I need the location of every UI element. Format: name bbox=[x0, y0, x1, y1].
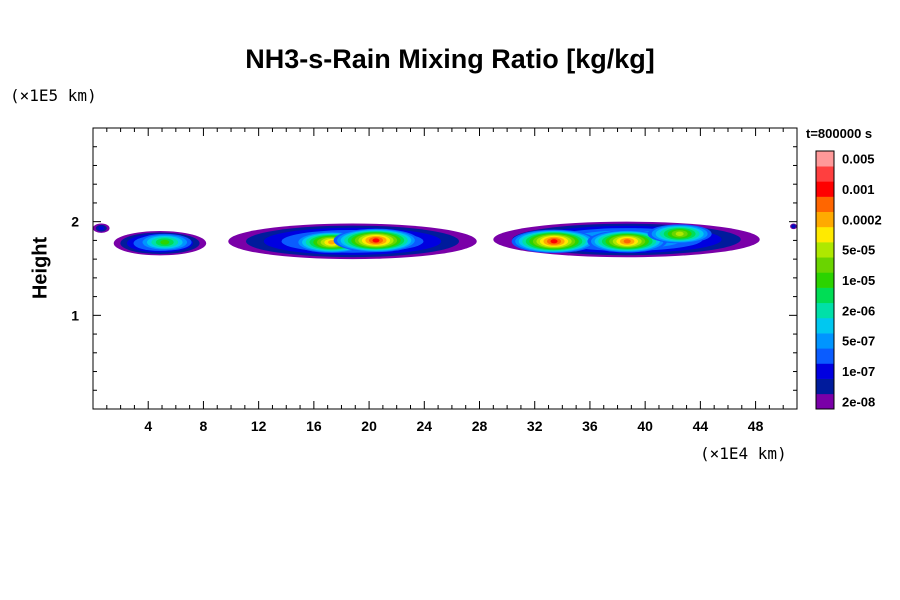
x-tick-label: 40 bbox=[637, 418, 653, 434]
colorbar-swatch bbox=[816, 348, 834, 364]
colorbar-swatch bbox=[816, 257, 834, 273]
colorbar-swatch bbox=[816, 317, 834, 334]
field-contour-26 bbox=[792, 225, 795, 228]
colorbar-swatch bbox=[816, 393, 834, 410]
field-contour-2 bbox=[98, 226, 105, 231]
colorbar-label: 1e-07 bbox=[842, 364, 875, 379]
colorbar-label: 0.001 bbox=[842, 182, 875, 197]
colorbar-swatch bbox=[816, 226, 834, 243]
colorbar-swatch bbox=[816, 181, 834, 197]
time-label: t=800000 s bbox=[806, 126, 873, 141]
y-tick-label: 1 bbox=[71, 307, 79, 323]
colorbar-label: 0.0002 bbox=[842, 212, 882, 227]
colorbar-label: 0.005 bbox=[842, 152, 875, 167]
field-layer bbox=[93, 221, 797, 260]
colorbar-swatch bbox=[816, 287, 834, 304]
colorbar-label: 5e-05 bbox=[842, 243, 875, 258]
x-tick-label: 28 bbox=[472, 418, 488, 434]
x-tick-label: 12 bbox=[251, 418, 267, 434]
x-tick-label: 24 bbox=[417, 418, 433, 434]
x-tick-label: 48 bbox=[748, 418, 764, 434]
colorbar-swatch bbox=[816, 272, 834, 288]
y-unit-label: (×1E5 km) bbox=[10, 86, 97, 105]
x-tick-label: 36 bbox=[582, 418, 598, 434]
colorbar-label: 1e-05 bbox=[842, 273, 875, 288]
field-contour-36 bbox=[328, 240, 336, 245]
colorbar-swatch bbox=[816, 151, 834, 167]
chart-title: NH3-s-Rain Mixing Ratio [kg/kg] bbox=[245, 44, 655, 74]
x-tick-label: 8 bbox=[200, 418, 208, 434]
field-contour-71 bbox=[623, 239, 631, 244]
x-unit-label: (×1E4 km) bbox=[700, 444, 787, 463]
x-tick-label: 4 bbox=[144, 418, 152, 434]
x-tick-label: 20 bbox=[361, 418, 377, 434]
field-contour-60 bbox=[550, 239, 558, 244]
x-tick-label: 32 bbox=[527, 418, 543, 434]
field-contour-48 bbox=[372, 238, 380, 243]
colorbar-label: 2e-06 bbox=[842, 303, 875, 318]
colorbar-label: 5e-07 bbox=[842, 334, 875, 349]
colorbar-frame bbox=[815, 150, 835, 410]
field-contour-85 bbox=[160, 239, 170, 245]
plot-frame bbox=[92, 127, 798, 410]
colorbar-label: 2e-08 bbox=[842, 394, 875, 409]
colorbar: 2e-08 1e-07 5e-07 2e-06 1e-05 5e-05 0.0002 0.00… bbox=[815, 150, 882, 410]
x-tick-label: 16 bbox=[306, 418, 322, 434]
colorbar-swatch bbox=[816, 302, 834, 319]
y-tick-label: 2 bbox=[71, 214, 79, 230]
colorbar-swatch bbox=[816, 196, 834, 213]
colorbar-swatch bbox=[816, 211, 834, 228]
colorbar-swatch bbox=[816, 378, 834, 395]
colorbar-swatch bbox=[816, 166, 834, 182]
colorbar-swatch bbox=[816, 363, 834, 379]
x-tick-label: 44 bbox=[693, 418, 709, 434]
colorbar-swatch bbox=[816, 242, 834, 258]
colorbar-swatch bbox=[816, 333, 834, 349]
field-contour-79 bbox=[675, 231, 684, 237]
